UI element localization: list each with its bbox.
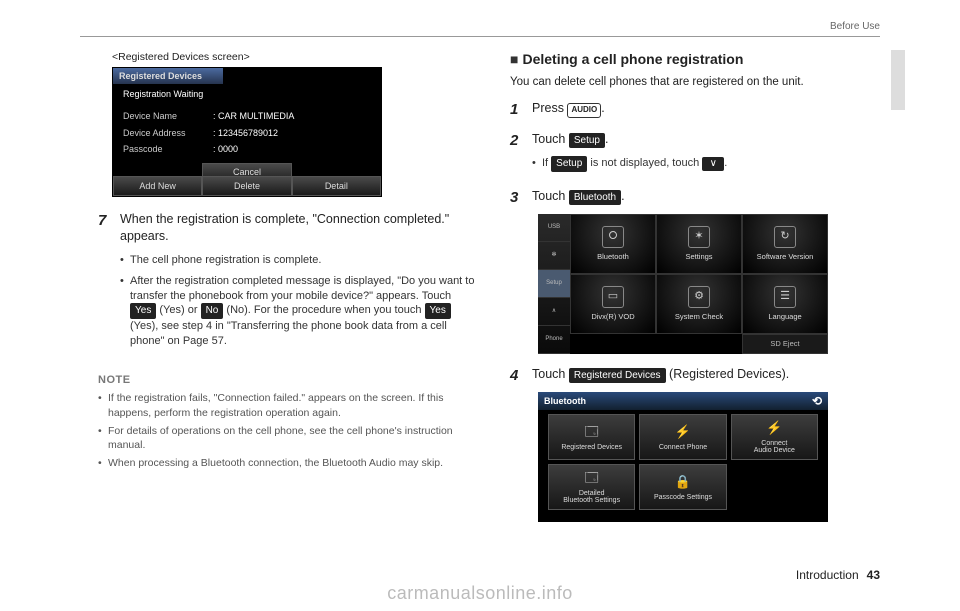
bluetooth-button-label: Bluetooth: [569, 190, 621, 206]
step-text: Touch: [532, 132, 569, 146]
watermark: carmanualsonline.info: [0, 581, 960, 605]
bluetooth-menu-screenshot: Bluetooth ⟲ 🗔 Registered Devices ⚡ Connect…: [538, 392, 828, 522]
version-icon: ↻: [774, 226, 796, 248]
step-number: 4: [510, 366, 532, 386]
registered-devices-screenshot: Registered Devices Registration Waiting …: [112, 67, 382, 197]
step-text: Touch: [532, 367, 569, 381]
registered-devices-button-label: Registered Devices: [569, 368, 666, 384]
note-heading: NOTE: [98, 373, 478, 388]
page-thumb-tab: [891, 50, 905, 110]
step-number: 7: [98, 211, 120, 354]
square-bullet-icon: ■: [510, 51, 518, 67]
side-tab: ∧: [552, 307, 556, 315]
back-icon: ⟲: [812, 393, 822, 409]
shot1-row-label: Passcode: [123, 143, 213, 155]
cell-label: Connect Phone: [659, 444, 707, 452]
step-text: (Registered Devices).: [666, 367, 790, 381]
bullet: After the registration completed message…: [120, 274, 478, 349]
setup-button-label: Setup: [569, 133, 605, 149]
shot3-title: Bluetooth: [544, 395, 586, 407]
shot1-row-value: : CAR MULTIMEDIA: [213, 110, 294, 122]
step-text: Press: [532, 101, 567, 115]
connect-audio-icon: ⚡: [766, 419, 782, 437]
step-number: 1: [510, 100, 532, 120]
step-text: .: [605, 132, 608, 146]
step-text: Touch: [532, 189, 569, 203]
cell-label: ConnectAudio Device: [754, 440, 795, 455]
divx-icon: ▭: [602, 286, 624, 308]
screenshot-caption: <Registered Devices screen>: [112, 50, 478, 64]
subheading: ■Deleting a cell phone registration: [510, 50, 890, 69]
side-tab: Phone: [545, 335, 562, 343]
side-tab: USB: [548, 223, 560, 231]
sd-eject-button: SD Eject: [742, 334, 828, 354]
cell-label: Software Version: [757, 252, 814, 262]
devices-icon: 🗔: [585, 423, 599, 441]
passcode-icon: 🔒: [675, 473, 691, 491]
shot1-footer-btn: Detail: [292, 176, 381, 196]
yes-button-label: Yes: [425, 303, 451, 319]
shot1-row-value: : 0000: [213, 143, 238, 155]
step-text: .: [601, 101, 604, 115]
cell-label: DetailedBluetooth Settings: [563, 490, 620, 505]
shot1-title: Registered Devices: [113, 68, 223, 84]
bluetooth-icon: ⭘: [602, 226, 624, 248]
bullet: If Setup is not displayed, touch ∨.: [532, 156, 890, 172]
setup-button-label: Setup: [551, 156, 587, 172]
note-item: When processing a Bluetooth connection, …: [98, 456, 478, 470]
shot1-row-label: Device Address: [123, 127, 213, 139]
cell-label: System Check: [675, 312, 723, 322]
side-tab: ✻: [551, 251, 556, 259]
syscheck-icon: ⚙: [688, 286, 710, 308]
detailed-settings-icon: 🗔: [585, 469, 599, 487]
shot1-row-label: Device Name: [123, 110, 213, 122]
cell-label: Passcode Settings: [654, 494, 712, 502]
cell-label: Settings: [685, 252, 712, 262]
side-tab: Setup: [546, 279, 562, 287]
cell-label: Registered Devices: [561, 444, 622, 452]
cell-label: Bluetooth: [597, 252, 629, 262]
step-number: 3: [510, 188, 532, 208]
down-arrow-button: ∨: [702, 157, 724, 171]
no-button-label: No: [201, 303, 224, 319]
note-item: If the registration fails, "Connection f…: [98, 391, 478, 419]
intro-text: You can delete cell phones that are regi…: [510, 75, 890, 91]
header-section: Before Use: [830, 20, 880, 34]
step-text: .: [621, 189, 624, 203]
step-number: 2: [510, 131, 532, 178]
cell-label: Divx(R) VOD: [591, 312, 634, 322]
shot1-status: Registration Waiting: [123, 88, 371, 100]
settings-icon: ✶: [688, 226, 710, 248]
note-item: For details of operations on the cell ph…: [98, 424, 478, 452]
audio-key-icon: AUDIO: [567, 103, 601, 118]
shot1-footer-btn: Add New: [113, 176, 202, 196]
connect-phone-icon: ⚡: [675, 423, 691, 441]
cell-label: Language: [768, 312, 801, 322]
shot1-row-value: : 123456789012: [213, 127, 278, 139]
shot1-footer-btn: Delete: [202, 176, 291, 196]
setup-menu-screenshot: USB ✻ Setup ∧ Phone ⭘ Bluetooth ✶ Settings…: [538, 214, 828, 354]
bullet: The cell phone registration is complete.: [120, 253, 478, 268]
language-icon: ☰: [774, 286, 796, 308]
step-text: When the registration is complete, "Conn…: [120, 211, 478, 245]
yes-button-label: Yes: [130, 303, 156, 319]
